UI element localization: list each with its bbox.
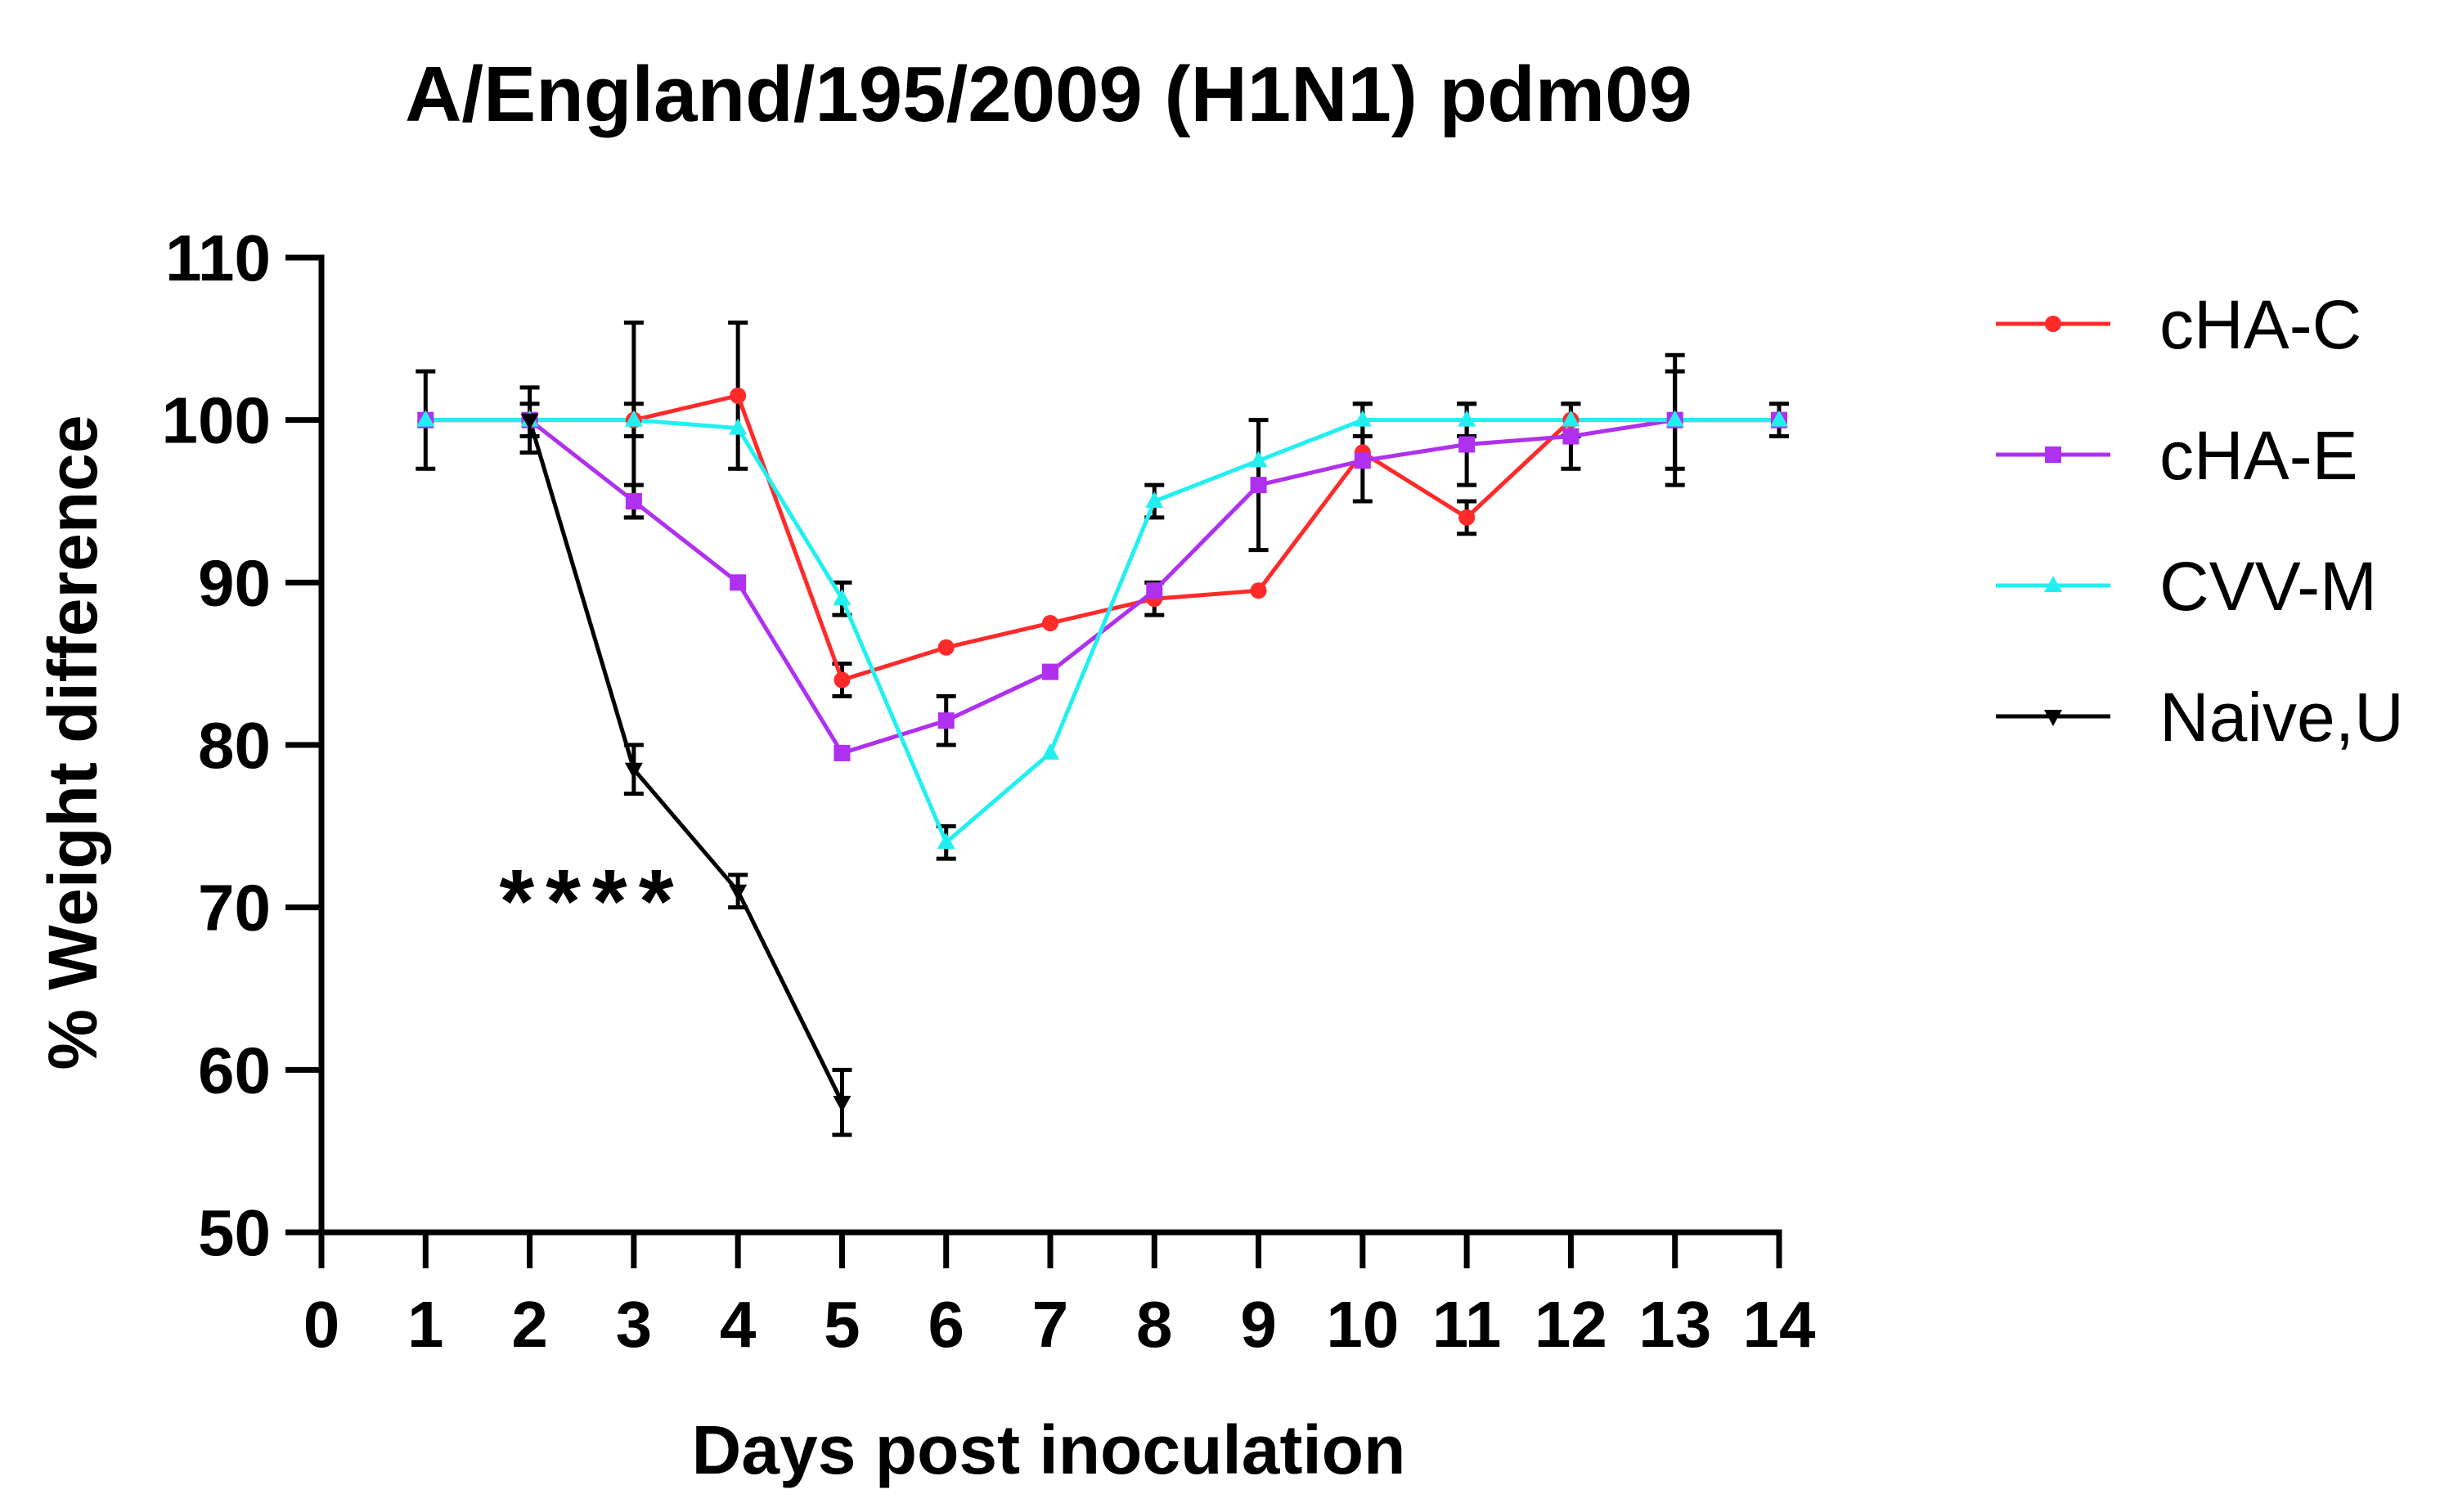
data-point-cvv-m — [624, 410, 643, 427]
data-point-naive-u — [624, 762, 643, 779]
data-point-cha-e — [730, 574, 747, 591]
x-tick-label: 6 — [928, 1288, 964, 1361]
series-markers — [416, 387, 1788, 1113]
x-tick-label: 7 — [1032, 1288, 1069, 1361]
data-point-cha-c — [1250, 582, 1267, 599]
data-point-cha-c — [730, 387, 747, 404]
data-point-cha-e — [937, 712, 955, 729]
x-tick-label: 2 — [511, 1288, 548, 1361]
x-tick-label: 11 — [1432, 1288, 1502, 1361]
x-axis-label: Days post inoculation — [692, 1411, 1406, 1488]
y-axis-label: % Weight difference — [34, 415, 111, 1070]
data-point-cha-c — [1042, 615, 1058, 631]
data-point-cha-c — [1458, 509, 1476, 526]
chart-title: A/England/195/2009 (H1N1) pdm09 — [405, 51, 1692, 138]
x-tick-label: 12 — [1535, 1288, 1607, 1361]
x-tick-label: 10 — [1326, 1288, 1399, 1361]
x-tick-label: 5 — [824, 1288, 861, 1361]
y-tick-label: 70 — [198, 872, 271, 944]
legend-label-cha-e: cHA-E — [2159, 417, 2358, 494]
data-point-cvv-m — [1041, 743, 1059, 760]
annotations: **** — [499, 851, 685, 952]
data-point-cha-e — [1042, 663, 1058, 680]
data-point-cvv-m — [729, 418, 748, 435]
series-line-naive-u — [528, 419, 844, 1104]
legend-label-naive-u: Naive,U — [2159, 679, 2404, 756]
series-lines — [425, 393, 1779, 1104]
data-point-cha-e — [1250, 477, 1267, 494]
x-tick-label: 8 — [1136, 1288, 1173, 1361]
y-tick-label: 80 — [198, 709, 271, 782]
data-point-cvv-m — [1145, 491, 1164, 508]
data-point-cvv-m — [1770, 410, 1788, 427]
data-point-cha-e — [1146, 582, 1163, 599]
data-point-cvv-m — [1665, 410, 1684, 427]
data-point-naive-u — [520, 413, 539, 430]
legend-marker-cha-c — [2045, 316, 2061, 332]
legend-label-cha-c: cHA-C — [2159, 286, 2361, 363]
data-point-naive-u — [833, 1096, 852, 1113]
x-tick-label: 0 — [303, 1288, 340, 1361]
y-tick-label: 100 — [162, 384, 271, 457]
significance-annotation: **** — [499, 851, 685, 952]
legend-label-cvv-m: CVV-M — [2159, 548, 2377, 625]
legend-marker-cvv-m — [2044, 576, 2062, 592]
x-tick-label: 3 — [616, 1288, 653, 1361]
y-tick-label: 50 — [198, 1196, 271, 1269]
series-line-cvv-m — [425, 418, 1779, 845]
x-tick-label: 9 — [1240, 1288, 1277, 1361]
x-tick-label: 14 — [1743, 1288, 1816, 1361]
data-point-cvv-m — [937, 832, 955, 850]
data-point-cvv-m — [1562, 410, 1580, 427]
data-point-cha-e — [1562, 428, 1580, 445]
x-tick-label: 1 — [407, 1288, 444, 1361]
data-point-cvv-m — [833, 589, 852, 606]
data-point-cvv-m — [1458, 410, 1476, 427]
data-point-cha-c — [834, 671, 851, 689]
data-point-naive-u — [729, 884, 748, 901]
y-tick-label: 60 — [198, 1034, 271, 1106]
y-tick-label: 90 — [198, 546, 271, 619]
data-point-cha-c — [937, 639, 955, 656]
data-point-cvv-m — [416, 410, 435, 427]
data-point-cha-e — [1458, 436, 1476, 453]
data-point-cha-e — [1354, 452, 1371, 469]
legend-marker-naive-u — [2044, 710, 2062, 726]
data-point-cha-e — [834, 744, 851, 761]
x-tick-label: 4 — [720, 1288, 757, 1361]
legend: cHA-C cHA-E CVV-M Naive,U — [1996, 286, 2404, 756]
legend-marker-cha-e — [2045, 446, 2061, 463]
data-point-cvv-m — [1353, 410, 1372, 427]
y-tick-label: 110 — [165, 222, 271, 294]
x-tick-label: 13 — [1638, 1288, 1711, 1361]
data-point-cha-e — [625, 493, 642, 509]
data-point-cvv-m — [1249, 451, 1268, 468]
